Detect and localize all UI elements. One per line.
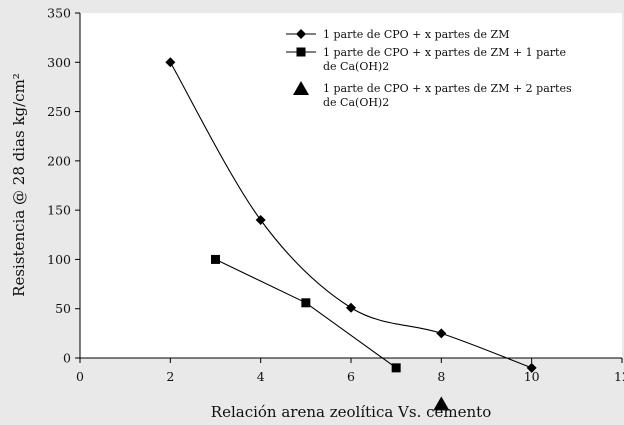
y-tick-label: 350 bbox=[47, 6, 71, 21]
legend-label-3: 1 parte de CPO + x partes de ZM + 2 part… bbox=[323, 82, 572, 95]
y-tick-label: 250 bbox=[47, 104, 71, 119]
legend: 1 parte de CPO + x partes de ZM 1 parte d… bbox=[286, 28, 572, 109]
y-tick-label: 200 bbox=[47, 153, 71, 168]
y-tick-label: 0 bbox=[63, 351, 71, 366]
y-axis-title: Resistencia @ 28 dias kg/cm² bbox=[10, 73, 28, 297]
series-1-point-3 bbox=[346, 302, 356, 313]
series-line-1 bbox=[169, 62, 532, 369]
x-tick-label: 4 bbox=[257, 369, 265, 384]
legend-marker-1 bbox=[296, 29, 306, 39]
legend-label-3: de Ca(OH)2 bbox=[323, 96, 389, 109]
y-tick-label: 150 bbox=[47, 203, 71, 218]
series-1-point-4 bbox=[436, 328, 447, 339]
y-tick-label: 100 bbox=[47, 252, 71, 267]
x-tick-label: 6 bbox=[347, 369, 355, 384]
x-tick-label: 0 bbox=[76, 369, 84, 384]
series-1-point-2 bbox=[255, 215, 266, 225]
x-tick-label: 10 bbox=[524, 369, 540, 384]
series-1-point-5 bbox=[526, 362, 537, 373]
legend-marker-3 bbox=[293, 81, 309, 95]
series-3-point-1 bbox=[433, 396, 450, 411]
y-tick-label: 300 bbox=[47, 55, 71, 70]
x-axis-title: Relación arena zeolítica Vs. cemento bbox=[211, 403, 491, 421]
x-tick-label: 8 bbox=[437, 369, 445, 384]
series-2-point-2 bbox=[301, 298, 311, 308]
series-1-point-1 bbox=[165, 57, 176, 68]
legend-label-1: 1 parte de CPO + x partes de ZM bbox=[323, 28, 509, 41]
legend-label-2: de Ca(OH)2 bbox=[323, 60, 389, 73]
series-2-point-3 bbox=[391, 363, 401, 373]
plot-area bbox=[80, 13, 622, 358]
series-2-point-1 bbox=[211, 254, 220, 264]
x-tick-label: 12 bbox=[614, 369, 624, 384]
legend-marker-2 bbox=[296, 47, 306, 57]
legend-label-2: 1 parte de CPO + x partes de ZM + 1 part… bbox=[323, 46, 566, 59]
x-tick-label: 2 bbox=[166, 369, 174, 384]
y-tick-label: 50 bbox=[55, 301, 71, 316]
